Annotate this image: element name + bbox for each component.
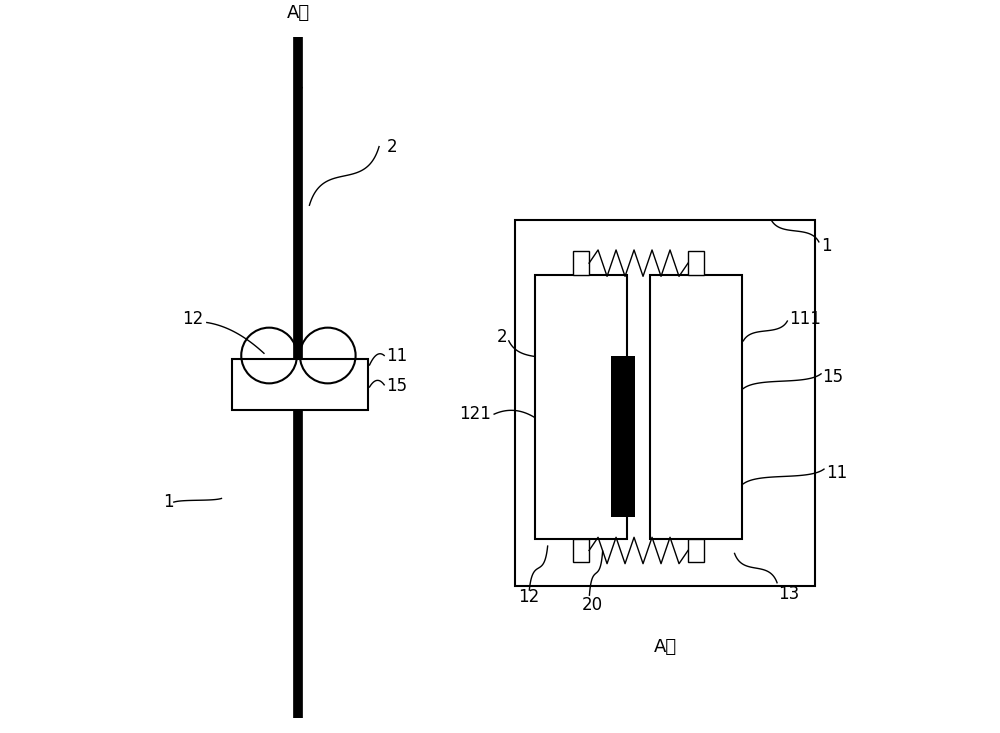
Text: 15: 15 xyxy=(386,377,408,395)
Text: 2: 2 xyxy=(386,138,397,155)
Bar xyxy=(611,356,635,517)
Bar xyxy=(650,275,742,539)
Text: 12: 12 xyxy=(518,589,540,606)
Bar xyxy=(515,220,815,586)
Bar xyxy=(535,275,627,539)
Text: 1: 1 xyxy=(821,237,832,254)
Text: 15: 15 xyxy=(823,369,844,386)
Text: 111: 111 xyxy=(790,310,821,328)
Text: 121: 121 xyxy=(459,405,491,423)
Bar xyxy=(232,359,368,410)
Text: 20: 20 xyxy=(582,596,603,614)
Text: 2: 2 xyxy=(497,328,507,346)
Text: 13: 13 xyxy=(779,585,800,603)
Bar xyxy=(573,539,589,562)
Bar xyxy=(688,539,704,562)
Text: A向: A向 xyxy=(653,638,676,656)
Text: 11: 11 xyxy=(826,464,847,482)
Text: 12: 12 xyxy=(182,310,203,328)
Bar xyxy=(688,251,704,275)
Bar xyxy=(573,251,589,275)
Text: A向: A向 xyxy=(287,4,310,22)
Text: 1: 1 xyxy=(163,493,173,511)
Text: 11: 11 xyxy=(386,347,408,364)
